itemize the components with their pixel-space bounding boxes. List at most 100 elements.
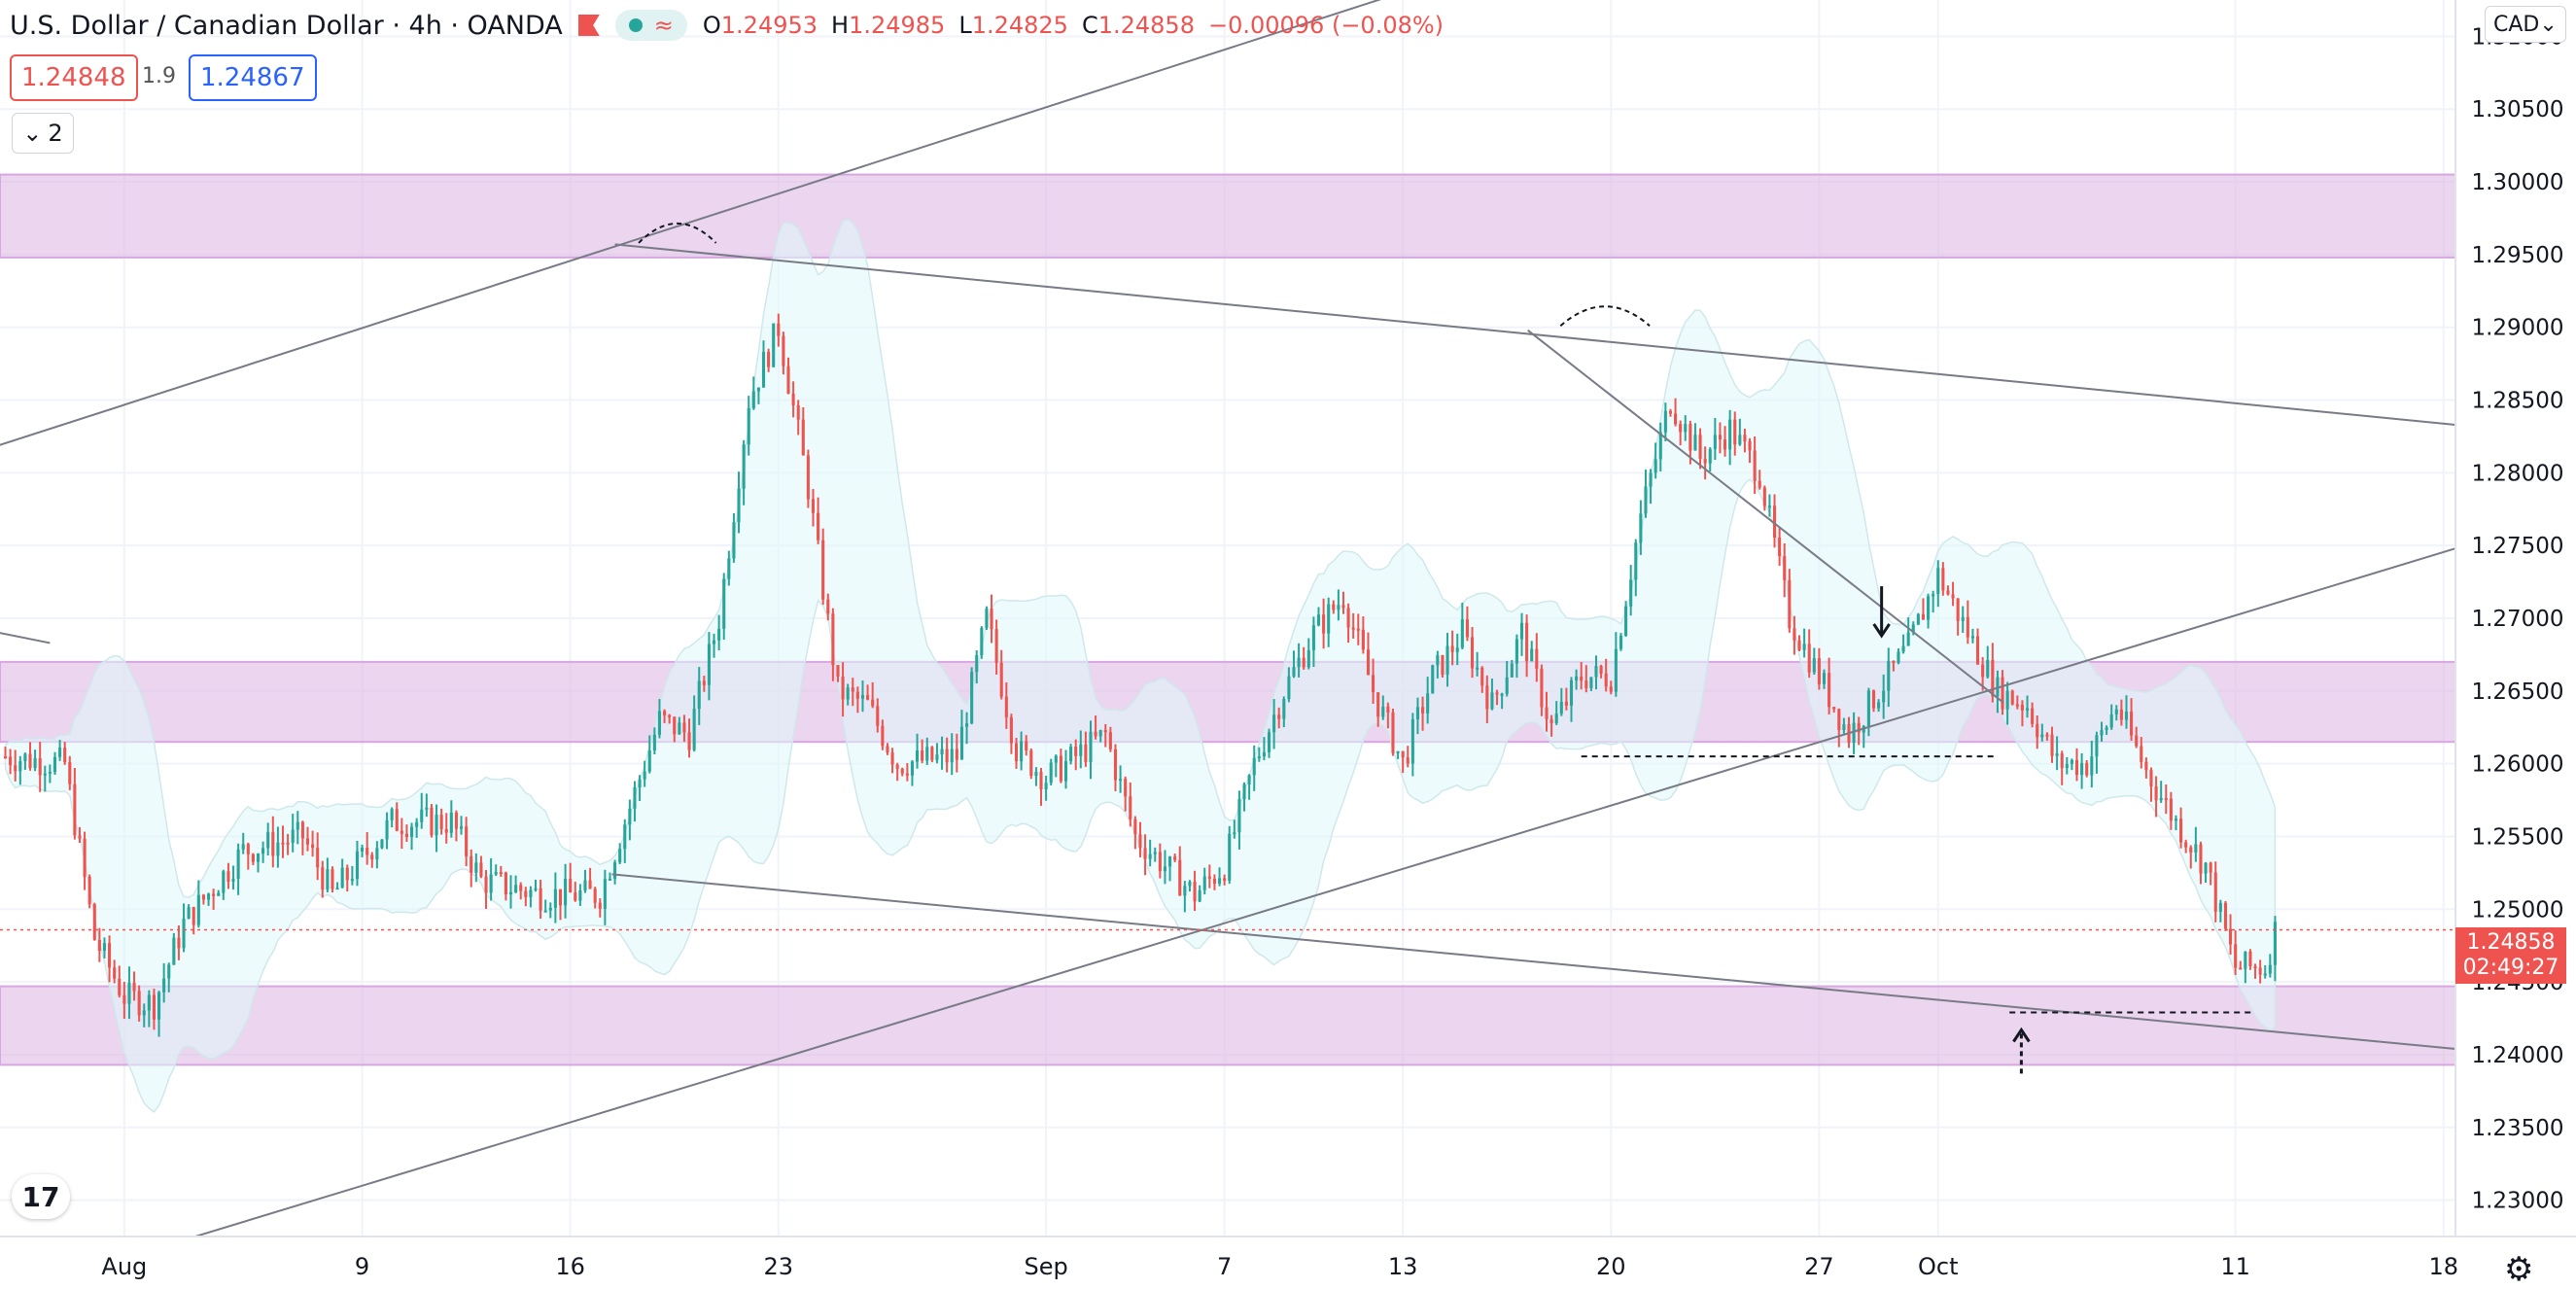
tradingview-logo-icon[interactable]: 17	[12, 1174, 70, 1219]
candle-body	[806, 455, 810, 500]
candle-body	[970, 672, 974, 724]
candle-body	[1733, 419, 1737, 445]
candle	[355, 840, 360, 887]
candle	[1733, 411, 1737, 456]
candle	[1778, 528, 1782, 567]
candle-body	[1158, 852, 1162, 872]
buy-price-button[interactable]: 1.24867	[189, 54, 317, 101]
candle-body	[866, 695, 870, 700]
candle	[1148, 839, 1152, 867]
candle	[782, 331, 785, 375]
candle-body	[732, 522, 736, 559]
candle	[1074, 739, 1078, 771]
market-status-pill[interactable]: ≈	[614, 10, 687, 41]
candle-body	[2060, 753, 2064, 769]
candle-body	[1267, 732, 1271, 752]
candle	[1758, 470, 1761, 490]
candle	[742, 439, 746, 505]
candle-body	[747, 408, 750, 445]
sell-price-button[interactable]: 1.24848	[10, 54, 138, 101]
candle	[1025, 735, 1028, 756]
candle	[340, 858, 344, 888]
candle	[1828, 657, 1831, 714]
candle-body	[821, 540, 825, 600]
candle-body	[1584, 680, 1588, 688]
candle	[1396, 750, 1400, 759]
candle-body	[959, 726, 963, 760]
candle	[157, 991, 161, 1037]
y-tick-label: 1.25000	[2471, 897, 2563, 923]
candle	[2010, 689, 2014, 706]
candle-body	[1138, 834, 1142, 849]
flag-icon[interactable]	[577, 15, 600, 36]
candle-body	[871, 699, 875, 707]
candle	[959, 710, 963, 760]
candle	[2025, 695, 2030, 718]
candle-body	[355, 851, 360, 880]
candle-body	[1386, 706, 1390, 713]
candle-body	[921, 749, 924, 761]
candle-body	[335, 888, 339, 890]
candle-body	[925, 747, 929, 761]
candle	[484, 869, 488, 909]
candle	[2228, 914, 2233, 956]
candle	[1738, 418, 1742, 446]
candle	[1316, 607, 1321, 627]
candle	[553, 872, 557, 923]
candle-body	[2159, 797, 2163, 801]
candle-body	[727, 558, 731, 579]
candle-body	[1743, 435, 1747, 441]
candle	[1079, 730, 1083, 769]
candle	[851, 678, 854, 707]
x-tick-label: 7	[1217, 1253, 1232, 1280]
candle	[2248, 949, 2252, 970]
candle-body	[266, 831, 270, 849]
candle-body	[1327, 604, 1331, 634]
indicators-toggle[interactable]: ⌄ 2	[12, 113, 74, 154]
candle	[668, 714, 672, 724]
candle-body	[479, 862, 483, 877]
candle	[1693, 423, 1697, 451]
candle	[92, 902, 96, 941]
candle	[1415, 697, 1420, 735]
candle-body	[241, 844, 245, 850]
candle-body	[444, 828, 448, 833]
candle	[1748, 437, 1752, 464]
price-axis: 1.230001.235001.240001.245001.250001.255…	[2454, 0, 2576, 1287]
candle-body	[1228, 833, 1232, 881]
candle	[1183, 881, 1187, 913]
candle-body	[1376, 692, 1380, 717]
candle	[83, 831, 87, 890]
candle	[1564, 687, 1568, 711]
candle-body	[1460, 619, 1464, 648]
candle	[2105, 725, 2108, 735]
candle-body	[1738, 435, 1742, 445]
y-tick-label: 1.29000	[2471, 316, 2563, 341]
symbol-title[interactable]: U.S. Dollar / Canadian Dollar · 4h · OAN…	[10, 10, 563, 41]
candle-body	[643, 771, 646, 780]
candle	[1084, 731, 1088, 767]
candle-body	[212, 893, 216, 896]
candle	[841, 662, 845, 717]
candle	[1108, 726, 1112, 752]
candle-body	[1004, 696, 1008, 717]
candle-body	[1832, 707, 1836, 710]
gear-icon[interactable]: ⚙	[2504, 1250, 2534, 1289]
candle	[132, 971, 136, 1001]
candle-body	[603, 879, 607, 909]
candle-body	[1936, 568, 1940, 595]
candle	[2268, 954, 2272, 978]
candle	[806, 449, 810, 508]
candle-body	[836, 665, 840, 678]
currency-button[interactable]: CAD ⌄	[2485, 6, 2566, 43]
y-tick-label: 1.30000	[2471, 170, 2563, 195]
candle-body	[2144, 761, 2148, 771]
candle	[122, 982, 126, 1020]
candle-body	[1316, 614, 1321, 626]
candle	[1361, 616, 1365, 654]
candle-body	[1728, 419, 1732, 450]
candle	[1173, 853, 1177, 862]
candle	[276, 826, 280, 868]
candle-body	[404, 833, 408, 838]
